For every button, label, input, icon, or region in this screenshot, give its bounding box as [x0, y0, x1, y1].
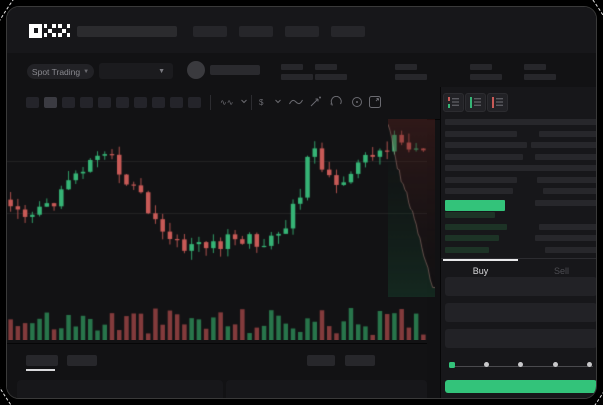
- svg-text:$: $: [259, 98, 264, 107]
- svg-text:∿∿: ∿∿: [220, 98, 233, 107]
